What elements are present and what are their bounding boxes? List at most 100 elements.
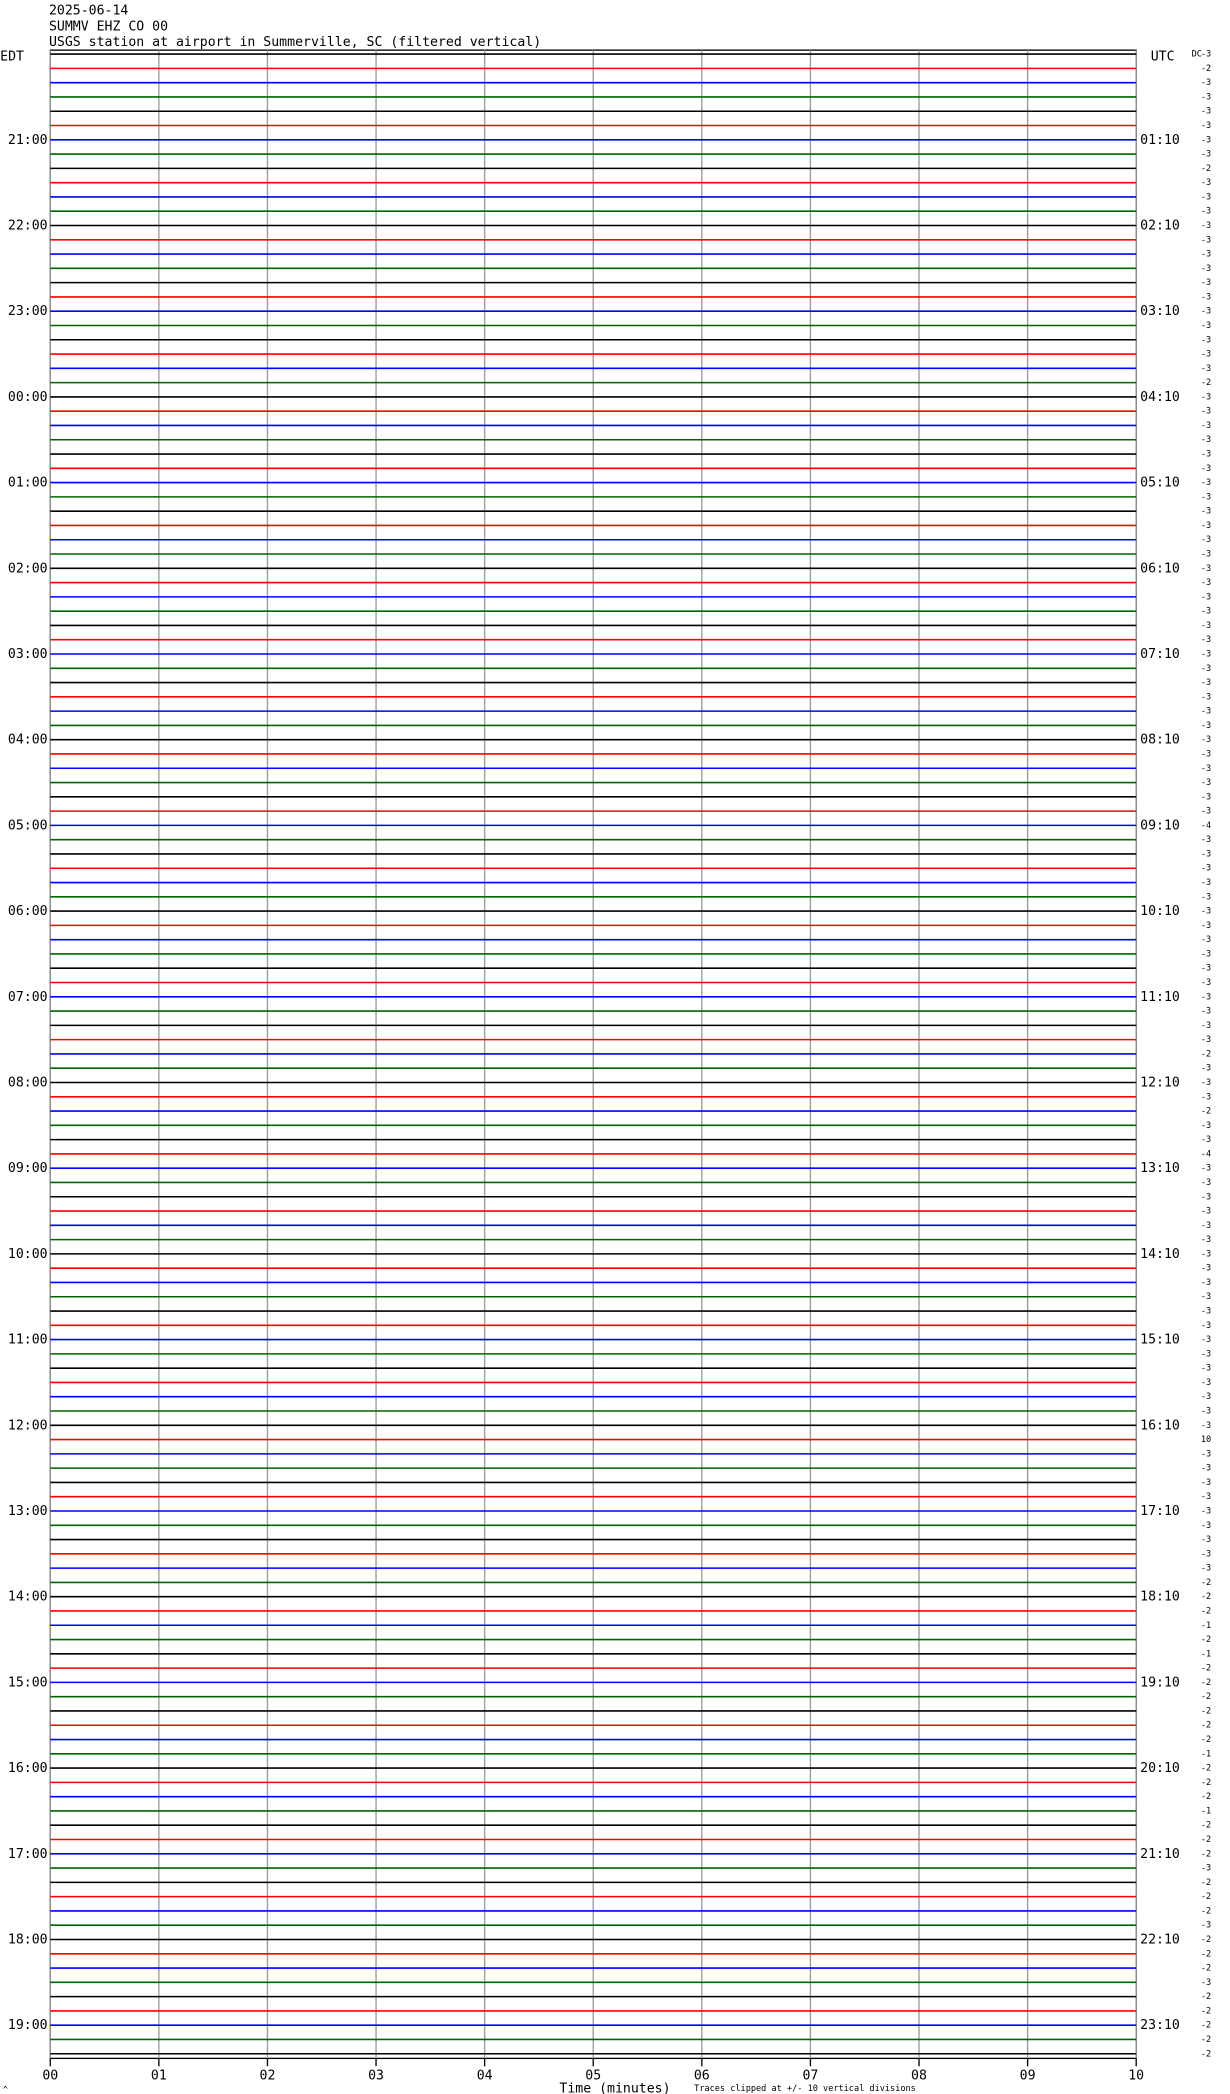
dc-offset: -3: [1201, 1321, 1211, 1331]
dc-offset: -3: [1201, 1978, 1211, 1988]
left-hour-label: 08:00: [8, 1075, 48, 1090]
title: 2025-06-14: [49, 4, 128, 19]
x-tick-label: 06: [694, 2069, 710, 2084]
dc-offset: -3: [1201, 592, 1211, 602]
right-hour-label: 10:10: [1140, 904, 1180, 919]
station: USGS station at airport in Summerville, …: [49, 35, 541, 50]
dc-offset: -3: [1201, 1449, 1211, 1459]
dc-offset: -3: [1201, 235, 1211, 245]
dc-offset: -3: [1201, 721, 1211, 731]
right-hour-label: 11:10: [1140, 990, 1180, 1005]
dc-offset: -3: [1201, 1392, 1211, 1402]
dc-offset: -3: [1201, 135, 1211, 145]
dc-label: DC: [1192, 50, 1202, 60]
dc-offset: -3: [1201, 1092, 1211, 1102]
dc-offset: -3: [1201, 792, 1211, 802]
dc-offset: -2: [1201, 1735, 1211, 1745]
dc-offset: -3: [1201, 807, 1211, 817]
dc-offset: -3: [1201, 1221, 1211, 1231]
dc-offset: -3: [1201, 464, 1211, 474]
right-hour-label: 03:10: [1140, 304, 1180, 319]
dc-offset: -3: [1201, 364, 1211, 374]
x-tick-label: 09: [1020, 2069, 1036, 2084]
dc-offset: -3: [1201, 1035, 1211, 1045]
dc-offset: -2: [1201, 1964, 1211, 1974]
x-tick-label: 08: [911, 2069, 927, 2084]
dc-offset: -2: [1201, 1821, 1211, 1831]
left-hour-label: 16:00: [8, 1761, 48, 1776]
dc-offset: -3: [1201, 935, 1211, 945]
right-hour-label: 18:10: [1140, 1590, 1180, 1605]
dc-offset: -2: [1201, 2035, 1211, 2045]
right-axis-label: UTC: [1151, 50, 1175, 65]
right-hour-label: 17:10: [1140, 1504, 1180, 1519]
dc-offset: -3: [1201, 150, 1211, 160]
dc-offset: -1: [1201, 1806, 1211, 1816]
x-tick-label: 01: [151, 2069, 167, 2084]
dc-offset: -3: [1201, 1364, 1211, 1374]
x-tick-label: 00: [42, 2069, 58, 2084]
right-hour-label: 12:10: [1140, 1075, 1180, 1090]
dc-offset: -3: [1201, 435, 1211, 445]
subtitle: SUMMV EHZ CO 00: [49, 19, 168, 34]
left-hour-label: 06:00: [8, 904, 48, 919]
dc-offset: -3: [1201, 664, 1211, 674]
dc-offset: -2: [1201, 378, 1211, 388]
dc-offset: -3: [1201, 121, 1211, 131]
right-hour-label: 04:10: [1140, 390, 1180, 405]
dc-offset: -3: [1201, 492, 1211, 502]
right-hour-label: 08:10: [1140, 733, 1180, 748]
dc-offset: -2: [1201, 1721, 1211, 1731]
dc-offset: -2: [1201, 1706, 1211, 1716]
dc-offset: -3: [1201, 1078, 1211, 1088]
dc-offset: -2: [1201, 1764, 1211, 1774]
dc-offset: -3: [1201, 692, 1211, 702]
note: Traces clipped at +/- 10 vertical divisi…: [694, 2084, 916, 2094]
dc-offset: -3: [1201, 107, 1211, 117]
dc-offset: -3: [1201, 892, 1211, 902]
dc-offset: 10: [1201, 1435, 1211, 1445]
right-hour-label: 09:10: [1140, 818, 1180, 833]
dc-offset: -3: [1201, 949, 1211, 959]
dc-offset: -3: [1201, 278, 1211, 288]
dc-offset: -3: [1201, 1349, 1211, 1359]
dc-offset: -3: [1201, 1207, 1211, 1217]
dc-offset: -3: [1201, 335, 1211, 345]
dc-offset: -3: [1201, 907, 1211, 917]
right-hour-label: 19:10: [1140, 1675, 1180, 1690]
dc-offset: -4: [1201, 1149, 1211, 1159]
dc-offset: -3: [1201, 864, 1211, 874]
dc-offset: -3: [1201, 92, 1211, 102]
dc-offset: -3: [1201, 1164, 1211, 1174]
dc-offset: -2: [1201, 1992, 1211, 2002]
dc-offset: -2: [1201, 1878, 1211, 1888]
dc-offset: -3: [1201, 307, 1211, 317]
right-hour-label: 21:10: [1140, 1847, 1180, 1862]
dc-offset: -3: [1201, 1121, 1211, 1131]
dc-offset: -2: [1201, 1792, 1211, 1802]
dc-offset: -2: [1201, 1935, 1211, 1945]
right-hour-label: 16:10: [1140, 1418, 1180, 1433]
left-hour-label: 14:00: [8, 1590, 48, 1605]
x-tick-label: 07: [802, 2069, 818, 2084]
dc-offset: -3: [1201, 50, 1211, 60]
dc-offset: -3: [1201, 778, 1211, 788]
corner-mark: ^: [3, 2086, 8, 2094]
left-hour-label: 10:00: [8, 1247, 48, 1262]
dc-offset: -2: [1201, 1906, 1211, 1916]
dc-offset: -2: [1201, 1049, 1211, 1059]
left-hour-label: 15:00: [8, 1675, 48, 1690]
dc-offset: -3: [1201, 1178, 1211, 1188]
x-tick-label: 10: [1128, 2069, 1144, 2084]
left-hour-label: 13:00: [8, 1504, 48, 1519]
left-hour-label: 07:00: [8, 990, 48, 1005]
left-hour-label: 22:00: [8, 218, 48, 233]
dc-offset: -2: [1201, 1664, 1211, 1674]
dc-offset: -3: [1201, 1249, 1211, 1259]
dc-offset: -3: [1201, 78, 1211, 88]
dc-offset: -2: [1201, 64, 1211, 74]
dc-offset: -3: [1201, 264, 1211, 274]
dc-offset: -3: [1201, 1521, 1211, 1531]
dc-offset: -3: [1201, 178, 1211, 188]
